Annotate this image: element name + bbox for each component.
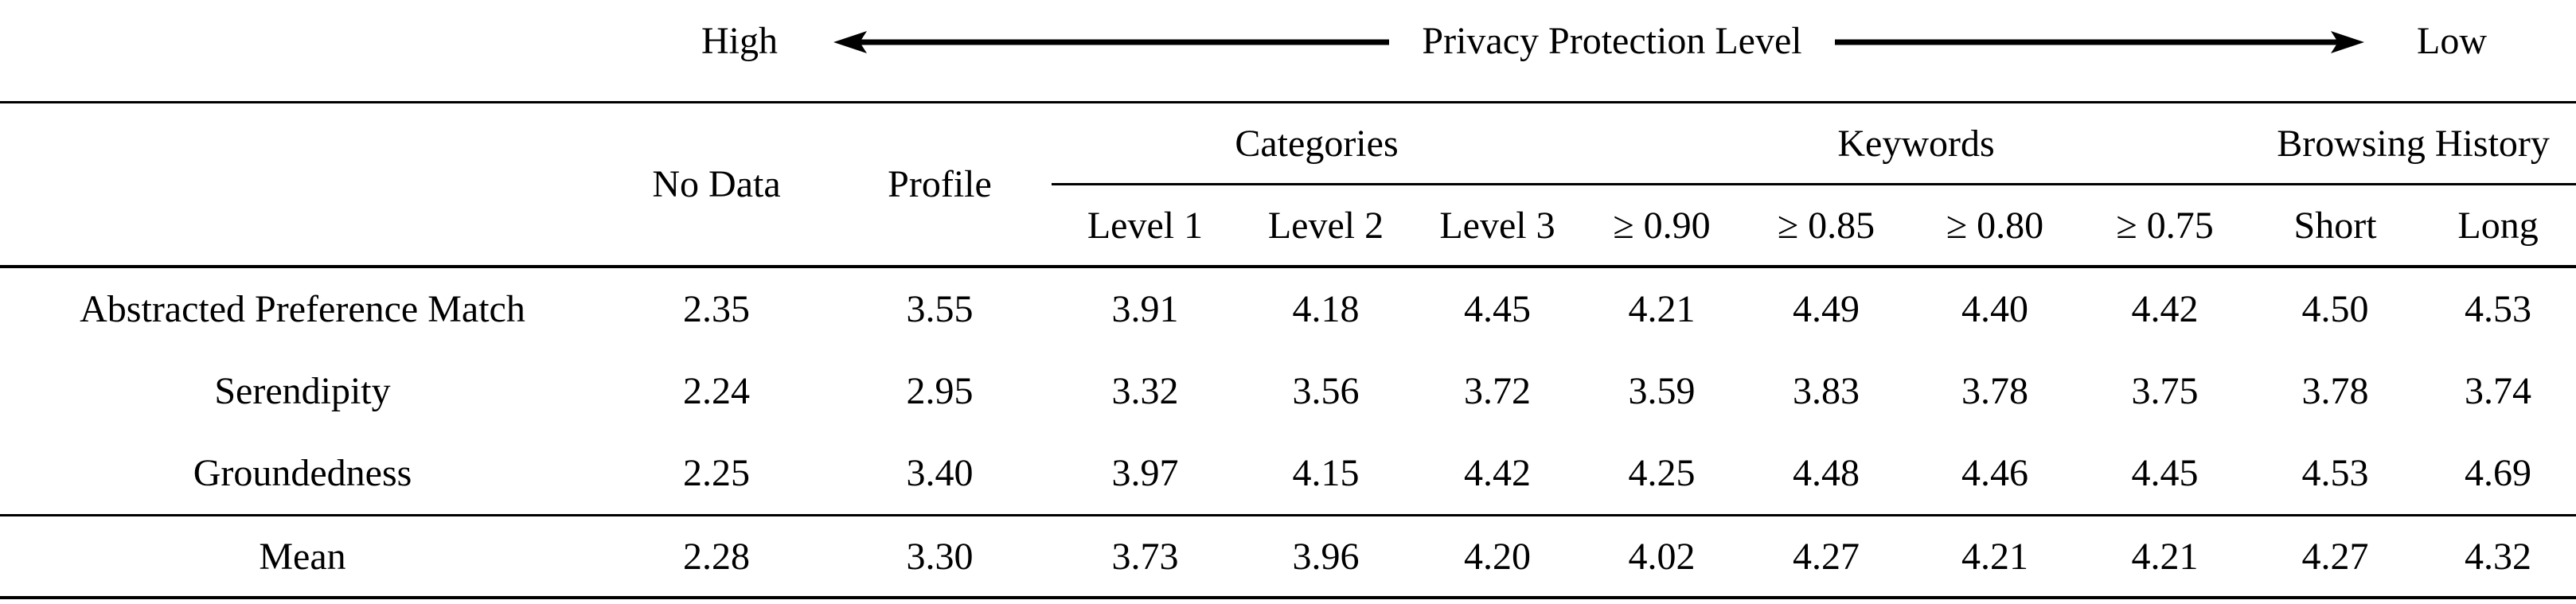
group-header-browsing-history: Browsing History bbox=[2250, 102, 2576, 185]
column-header-profile: Profile bbox=[828, 102, 1052, 268]
row-label: Abstracted Preference Match bbox=[80, 288, 525, 330]
table-cell: 4.48 bbox=[1793, 452, 1860, 494]
table-cell: 4.15 bbox=[1292, 452, 1360, 494]
column-header-level-3: Level 3 bbox=[1413, 184, 1582, 268]
column-header-geq-080: ≥ 0.80 bbox=[1911, 184, 2079, 268]
table-cell: 3.74 bbox=[2465, 370, 2532, 412]
table-cell: 3.78 bbox=[1961, 370, 2028, 412]
table-header-groups: No Data Profile Categories Keywords Brow… bbox=[0, 102, 2576, 268]
column-header-long: Long bbox=[2420, 184, 2576, 268]
column-header-geq-075: ≥ 0.75 bbox=[2079, 184, 2251, 268]
table-cell: 3.96 bbox=[1239, 514, 1413, 598]
table-cell: 4.27 bbox=[1742, 514, 1911, 598]
table-cell: 3.83 bbox=[1793, 370, 1860, 412]
table-cell: 2.25 bbox=[683, 452, 750, 494]
row-label: Groundedness bbox=[193, 452, 412, 494]
table-cell: 3.91 bbox=[1111, 288, 1179, 330]
table-cell: 3.75 bbox=[2131, 370, 2199, 412]
table-cell: 2.28 bbox=[605, 514, 828, 598]
table-cell: 2.95 bbox=[906, 370, 974, 412]
table-cell: 4.42 bbox=[2131, 288, 2199, 330]
row-label: Mean bbox=[0, 514, 605, 598]
table-cell: 3.56 bbox=[1292, 370, 1360, 412]
table-cell: 3.78 bbox=[2301, 370, 2369, 412]
table-row-abstracted-preference-match: Abstracted Preference Match 2.35 3.55 3.… bbox=[0, 267, 2576, 350]
axis-title: Privacy Protection Level bbox=[1422, 20, 1802, 62]
table-row-groundedness: Groundedness 2.25 3.40 3.97 4.15 4.42 4.… bbox=[0, 432, 2576, 516]
table-cell: 3.59 bbox=[1628, 370, 1696, 412]
results-table: No Data Profile Categories Keywords Brow… bbox=[0, 101, 2576, 599]
column-header-short: Short bbox=[2250, 184, 2421, 268]
table-cell: 3.32 bbox=[1111, 370, 1179, 412]
table-cell: 4.46 bbox=[1961, 452, 2028, 494]
table-cell: 4.42 bbox=[1464, 452, 1531, 494]
column-header-level-2: Level 2 bbox=[1239, 184, 1413, 268]
table-cell: 4.02 bbox=[1582, 514, 1742, 598]
axis-label-high: High bbox=[701, 20, 778, 62]
table-row-mean: Mean 2.28 3.30 3.73 3.96 4.20 4.02 4.27 … bbox=[0, 514, 2576, 598]
table-cell: 3.55 bbox=[906, 288, 974, 330]
table-cell: 4.49 bbox=[1793, 288, 1860, 330]
column-header-level-1: Level 1 bbox=[1052, 184, 1239, 268]
arrow-left-icon bbox=[833, 31, 1389, 53]
table-cell: 4.21 bbox=[1911, 514, 2079, 598]
column-header-no-data: No Data bbox=[605, 102, 828, 268]
table-cell: 2.35 bbox=[683, 288, 750, 330]
table-cell: 4.50 bbox=[2301, 288, 2369, 330]
table-cell: 4.25 bbox=[1628, 452, 1696, 494]
table-cell: 2.24 bbox=[683, 370, 750, 412]
table-cell: 4.20 bbox=[1413, 514, 1582, 598]
table-cell: 4.45 bbox=[1464, 288, 1531, 330]
table-row-serendipity: Serendipity 2.24 2.95 3.32 3.56 3.72 3.5… bbox=[0, 350, 2576, 432]
table-cell: 3.30 bbox=[828, 514, 1052, 598]
table-cell: 4.45 bbox=[2131, 452, 2199, 494]
privacy-axis-header: High Privacy Protection Level Low bbox=[0, 0, 2576, 101]
group-header-categories: Categories bbox=[1052, 102, 1582, 185]
table-cell: 4.27 bbox=[2250, 514, 2421, 598]
table-header-subcolumns: Level 1 Level 2 Level 3 ≥ 0.90 ≥ 0.85 ≥ … bbox=[0, 184, 2576, 268]
table-cell: 3.97 bbox=[1111, 452, 1179, 494]
table-cell: 4.53 bbox=[2465, 288, 2532, 330]
column-header-geq-085: ≥ 0.85 bbox=[1742, 184, 1911, 268]
table-cell: 4.53 bbox=[2301, 452, 2369, 494]
column-header-geq-090: ≥ 0.90 bbox=[1582, 184, 1742, 268]
table-cell: 3.72 bbox=[1464, 370, 1531, 412]
table-cell: 4.18 bbox=[1292, 288, 1360, 330]
axis-label-low: Low bbox=[2417, 20, 2487, 62]
table-cell: 3.40 bbox=[906, 452, 974, 494]
table-cell: 4.21 bbox=[2079, 514, 2251, 598]
table-cell: 4.40 bbox=[1961, 288, 2028, 330]
table-cell: 4.69 bbox=[2465, 452, 2532, 494]
table-cell: 4.32 bbox=[2420, 514, 2576, 598]
row-label: Serendipity bbox=[214, 370, 391, 412]
arrow-right-icon bbox=[1835, 31, 2364, 53]
group-header-keywords: Keywords bbox=[1582, 102, 2251, 185]
corner-cell bbox=[0, 102, 605, 268]
table-cell: 4.21 bbox=[1628, 288, 1696, 330]
table-cell: 3.73 bbox=[1052, 514, 1239, 598]
